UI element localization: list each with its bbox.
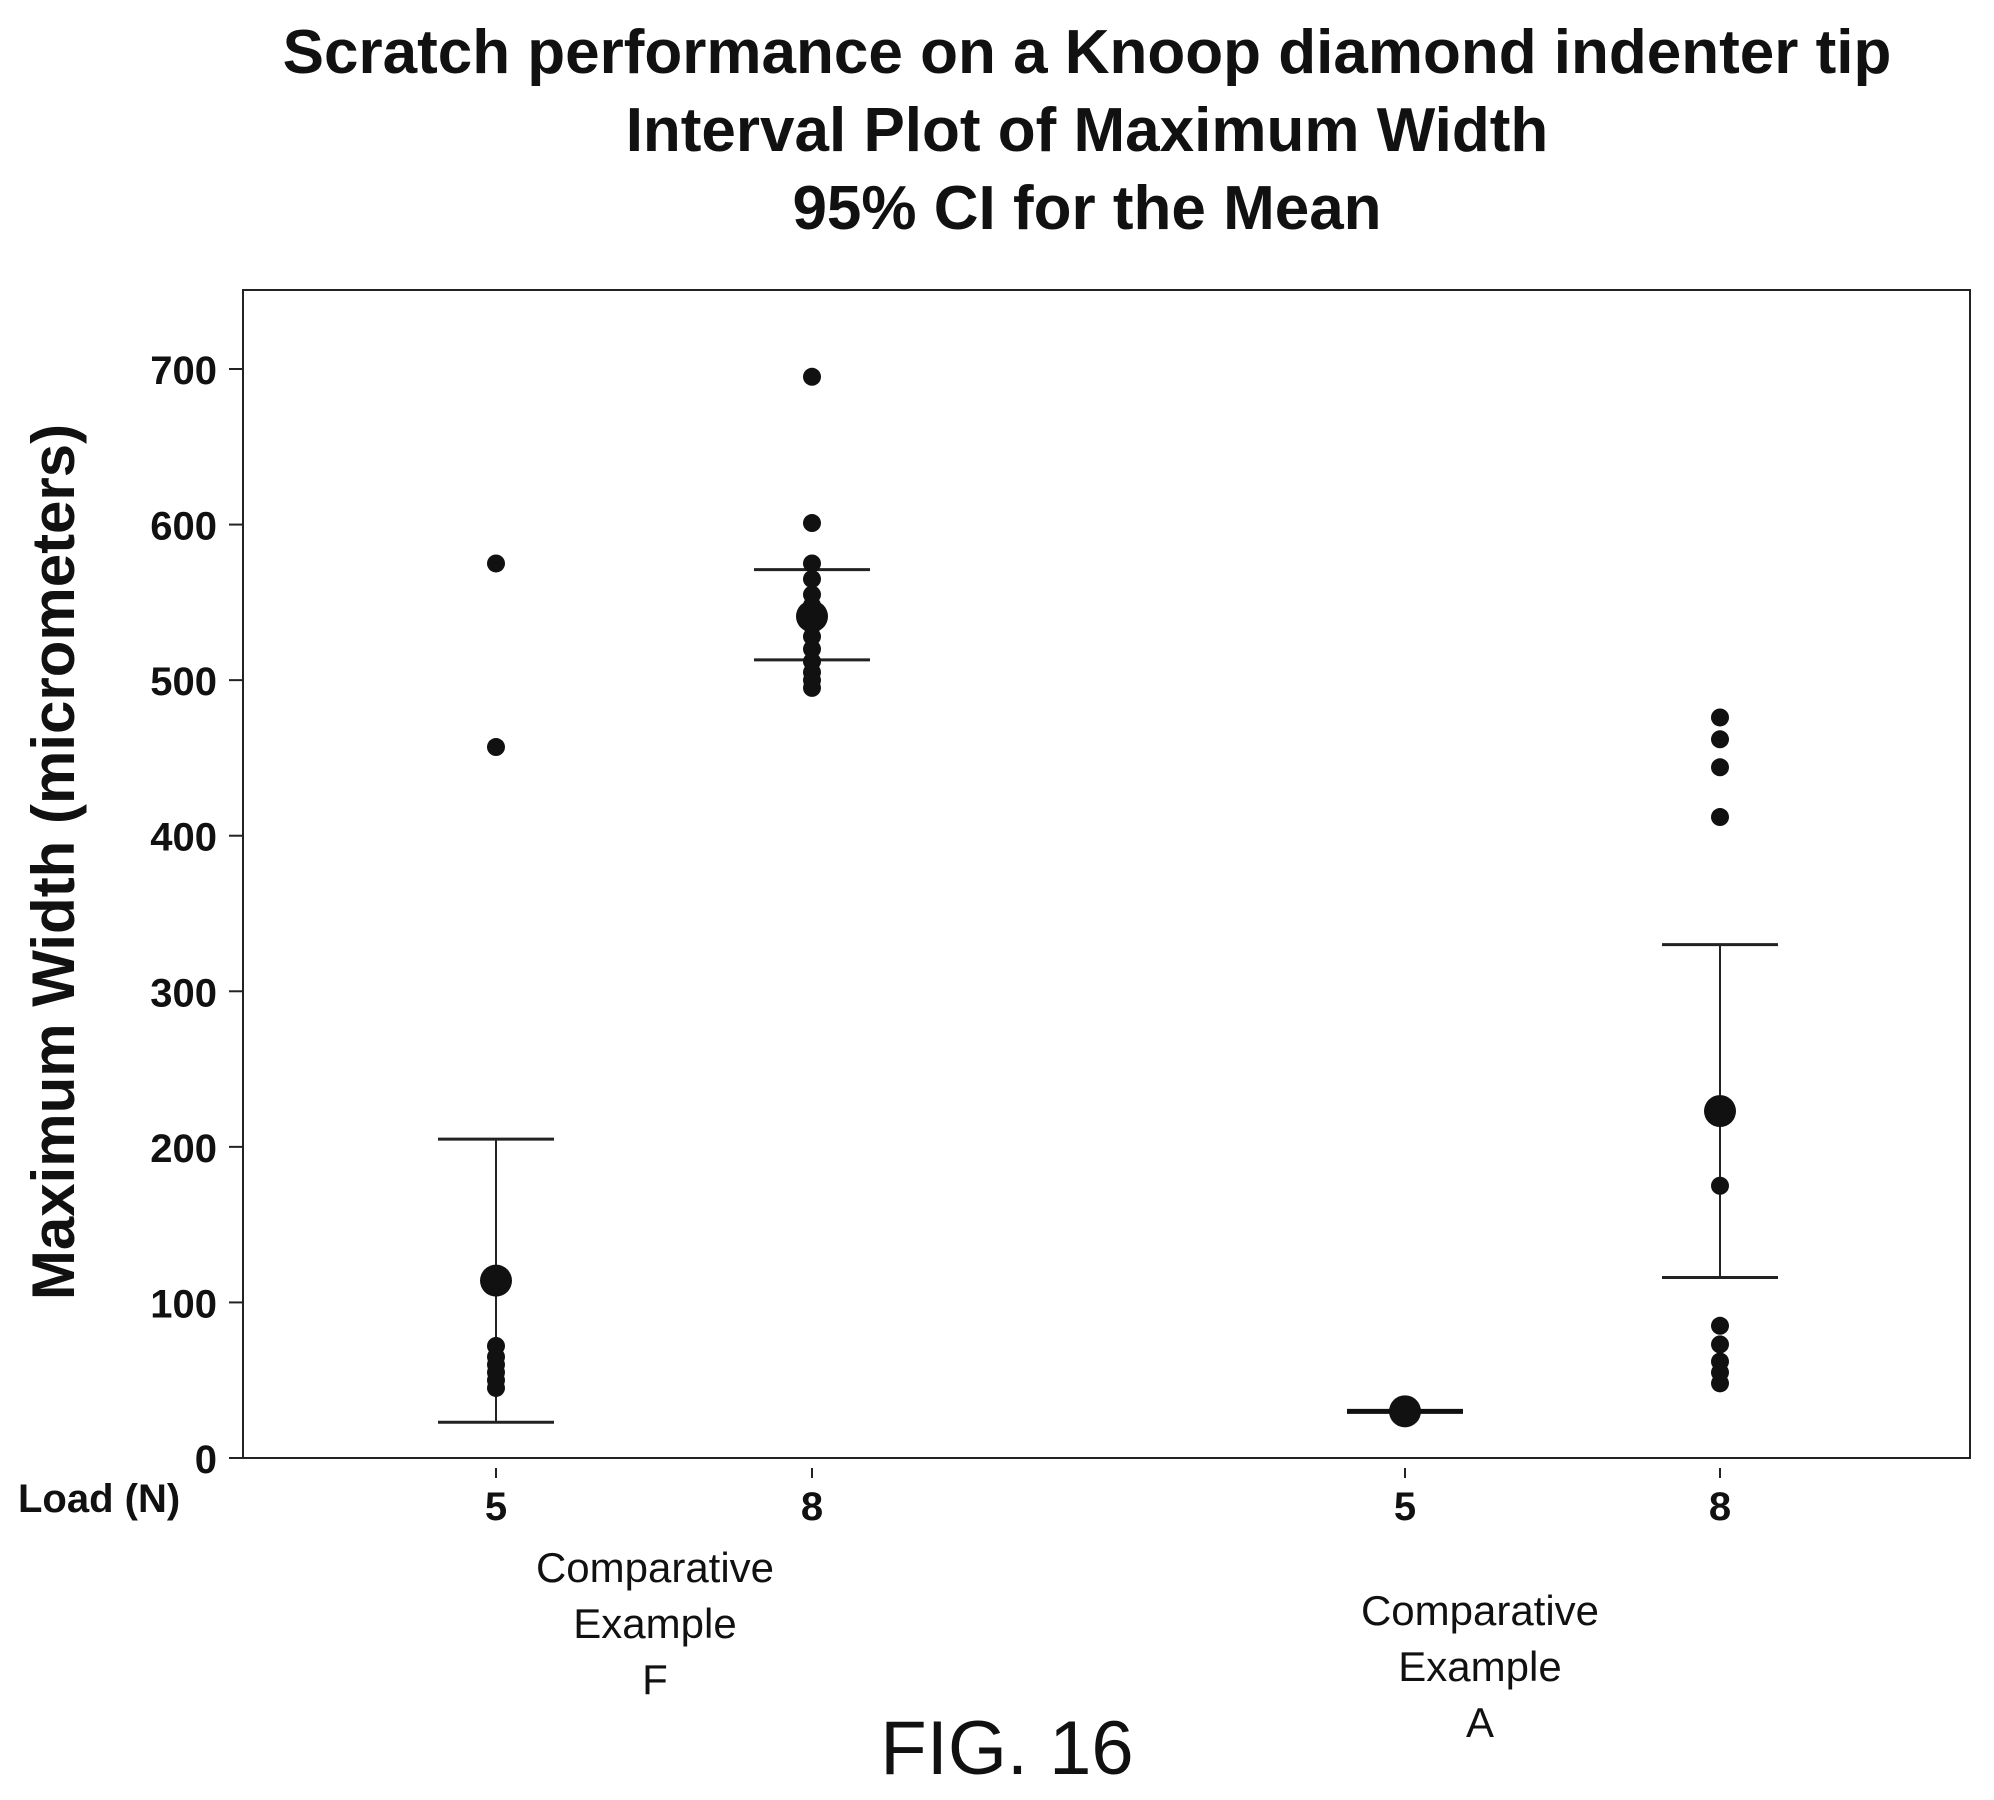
data-point-g1-load-8-1 <box>1711 730 1729 749</box>
data-point-g0-load-8-2 <box>803 554 821 573</box>
group-label-comparative-example-a: Comparative Example A <box>1280 1583 1680 1751</box>
plot-marks <box>438 367 1778 1428</box>
group-label-comparative-example-f: Comparative Example F <box>455 1540 855 1708</box>
chart-title: Scratch performance on a Knoop diamond i… <box>282 18 1892 87</box>
mean-marker-g1-load-5 <box>1389 1395 1421 1428</box>
group-a-line-1: Comparative <box>1360 1587 1600 1634</box>
data-point-g0-load-8-12 <box>803 678 821 697</box>
data-point-g1-load-8-5 <box>1711 1316 1729 1335</box>
y-tick-label-0: 0 <box>195 1438 217 1482</box>
data-point-g1-load-8-9 <box>1711 1374 1729 1393</box>
x-tick-label-g0-load-5: 5 <box>485 1485 507 1529</box>
x-tick-label-g0-load-8: 8 <box>801 1485 823 1529</box>
x-tick-label-g1-load-5: 5 <box>1394 1485 1416 1529</box>
mean-marker-g0-load-8 <box>796 600 828 633</box>
y-tick-label-100: 100 <box>150 1282 217 1326</box>
figure-caption: FIG. 16 <box>880 1706 1134 1791</box>
data-point-g0-load-8-8 <box>803 640 821 659</box>
group-a-line-2: Example <box>1398 1643 1562 1690</box>
y-axis-label: Maximum Width (micrometers) <box>20 424 87 1300</box>
chart-subtitle: Interval Plot of Maximum Width <box>625 96 1549 165</box>
group-f-line-1: Comparative <box>535 1544 775 1591</box>
data-point-g1-load-8-0 <box>1711 708 1729 727</box>
group-f-line-2: Example <box>573 1600 737 1647</box>
data-point-g0-load-8-0 <box>803 367 821 386</box>
x-axis: 5 8 5 8 <box>485 1468 1731 1529</box>
data-point-g1-load-8-6 <box>1711 1335 1729 1354</box>
mean-marker-g1-load-8 <box>1704 1095 1736 1128</box>
y-tick-label-200: 200 <box>150 1127 217 1171</box>
data-point-g0-load-8-1 <box>803 514 821 533</box>
y-axis: 0 100 200 300 400 500 600 700 <box>150 349 243 1482</box>
data-point-g0-load-5-0 <box>487 554 505 573</box>
y-tick-label-700: 700 <box>150 349 217 393</box>
data-point-g1-load-8-3 <box>1711 808 1729 827</box>
y-tick-label-400: 400 <box>150 816 217 860</box>
x-tick-label-g1-load-8: 8 <box>1709 1485 1731 1529</box>
mean-marker-g0-load-5 <box>480 1264 512 1297</box>
y-tick-label-300: 300 <box>150 971 217 1015</box>
group-a-line-3: A <box>1465 1699 1494 1746</box>
y-tick-label-500: 500 <box>150 660 217 704</box>
plot-frame <box>242 289 1971 1459</box>
y-tick-label-600: 600 <box>150 505 217 549</box>
data-point-g0-load-5-7 <box>487 1378 505 1397</box>
data-point-g1-load-8-2 <box>1711 758 1729 777</box>
data-point-g1-load-8-4 <box>1711 1176 1729 1195</box>
data-point-g0-load-8-7 <box>803 627 821 646</box>
data-point-g0-load-8-3 <box>803 570 821 589</box>
data-point-g0-load-5-1 <box>487 738 505 757</box>
x-axis-label: Load (N) <box>18 1477 180 1521</box>
group-f-line-3: F <box>642 1656 668 1703</box>
chart-subtitle-ci: 95% CI for the Mean <box>792 174 1382 243</box>
